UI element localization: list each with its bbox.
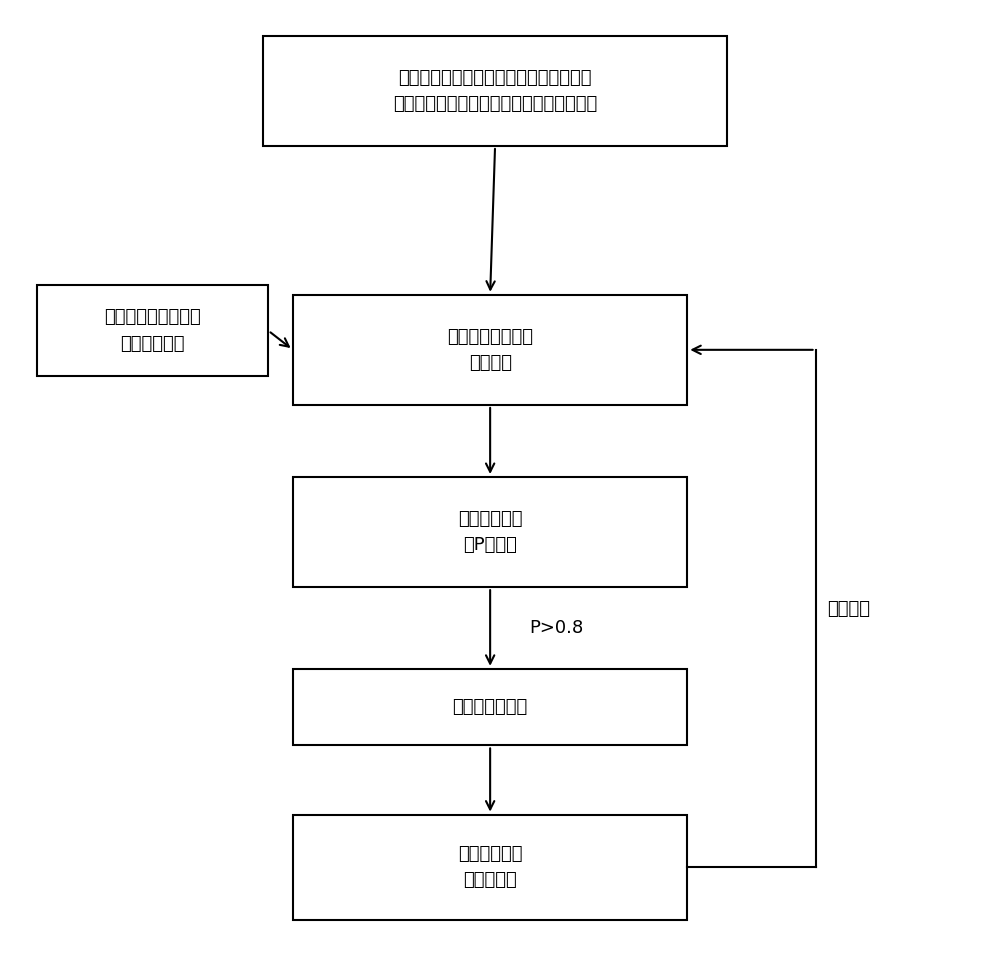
FancyBboxPatch shape <box>293 477 687 588</box>
Text: 工作人员确认
风道未堵塞: 工作人员确认 风道未堵塞 <box>458 846 522 889</box>
FancyBboxPatch shape <box>293 295 687 405</box>
FancyBboxPatch shape <box>263 36 727 146</box>
Text: 建立决策树系统和
对照系统: 建立决策树系统和 对照系统 <box>447 328 533 372</box>
Text: 电子传感器获取实时
锅炉风道数据: 电子传感器获取实时 锅炉风道数据 <box>104 308 201 353</box>
Text: P>0.8: P>0.8 <box>530 619 584 637</box>
FancyBboxPatch shape <box>37 285 268 377</box>
Text: 获取锅炉房环境与锅炉运行参数数据和锅
炉风道堵塞临界值，建立风道堵塞误差率表: 获取锅炉房环境与锅炉运行参数数据和锅 炉风道堵塞临界值，建立风道堵塞误差率表 <box>393 69 597 113</box>
FancyBboxPatch shape <box>293 814 687 920</box>
Text: 决策树系统判
断P值大小: 决策树系统判 断P值大小 <box>458 510 522 555</box>
Text: 正确结果: 正确结果 <box>827 599 870 618</box>
Text: 中控台报警提示: 中控台报警提示 <box>453 698 528 716</box>
FancyBboxPatch shape <box>293 668 687 745</box>
